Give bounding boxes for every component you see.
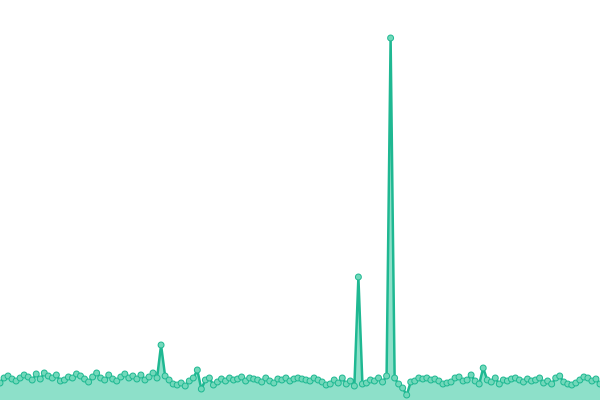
point — [68, 374, 76, 382]
point — [455, 373, 463, 381]
point — [463, 376, 471, 384]
point — [197, 385, 205, 393]
point — [379, 378, 387, 386]
point — [467, 371, 475, 379]
point — [447, 378, 455, 386]
point — [181, 382, 189, 390]
point — [270, 379, 278, 387]
line — [0, 36, 600, 397]
point — [149, 369, 157, 377]
point — [189, 374, 197, 382]
point — [258, 378, 266, 386]
point — [475, 380, 483, 388]
point — [161, 372, 169, 380]
point — [375, 374, 383, 382]
point — [592, 375, 600, 383]
point — [165, 376, 173, 384]
point — [387, 34, 395, 42]
point — [334, 379, 342, 387]
point — [354, 273, 362, 281]
point — [479, 364, 487, 372]
point — [93, 369, 101, 377]
point — [346, 377, 354, 385]
point — [395, 380, 403, 388]
point — [556, 372, 564, 380]
point — [101, 376, 109, 384]
point — [205, 374, 213, 382]
point — [491, 374, 499, 382]
point — [36, 375, 44, 383]
point — [596, 380, 600, 388]
point — [52, 371, 60, 379]
point — [0, 379, 4, 387]
point — [145, 373, 153, 381]
point — [495, 380, 503, 388]
point — [391, 374, 399, 382]
point — [121, 370, 129, 378]
point — [399, 384, 407, 392]
point — [536, 374, 544, 382]
area-fill — [0, 38, 600, 400]
point — [105, 371, 113, 379]
point — [350, 382, 358, 390]
point — [238, 373, 246, 381]
point — [113, 377, 121, 385]
point — [157, 341, 165, 349]
point — [32, 370, 40, 378]
point — [137, 371, 145, 379]
point — [133, 375, 141, 383]
point — [89, 373, 97, 381]
point — [383, 372, 391, 380]
point — [85, 378, 93, 386]
point — [193, 366, 201, 374]
point — [403, 391, 411, 399]
point — [338, 374, 346, 382]
point — [548, 380, 556, 388]
point — [28, 376, 36, 384]
point — [326, 380, 334, 388]
point — [487, 378, 495, 386]
point — [153, 374, 161, 382]
